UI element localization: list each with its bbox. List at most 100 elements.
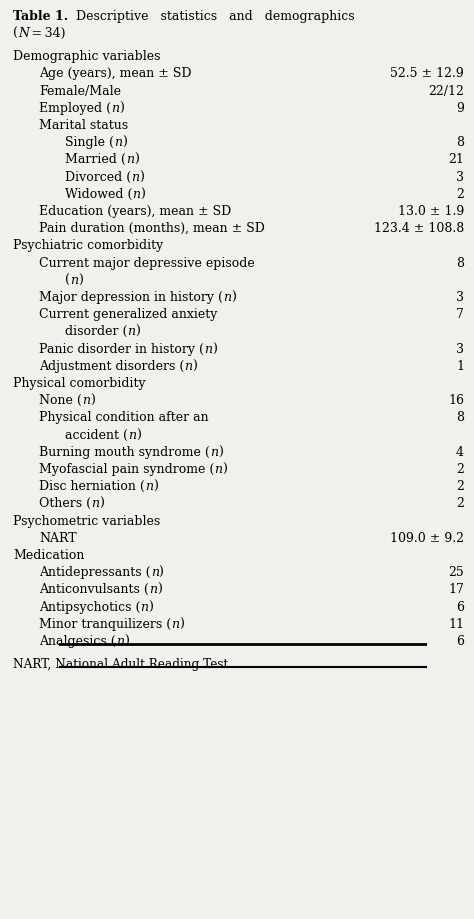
Text: Education (years), mean ± SD: Education (years), mean ± SD	[39, 205, 231, 218]
Text: = 34): = 34)	[29, 28, 65, 40]
Text: 1: 1	[456, 360, 464, 373]
Text: Marital status: Marital status	[39, 119, 128, 132]
Text: Analgesics (: Analgesics (	[39, 635, 116, 648]
Text: 8: 8	[456, 256, 464, 269]
Text: 6: 6	[456, 601, 464, 614]
Text: Age (years), mean ± SD: Age (years), mean ± SD	[39, 67, 191, 81]
Text: n: n	[91, 497, 99, 510]
Text: n: n	[151, 566, 159, 579]
Text: 123.4 ± 108.8: 123.4 ± 108.8	[374, 222, 464, 235]
Text: n: n	[223, 291, 231, 304]
Text: n: n	[70, 274, 78, 287]
Text: 22/12: 22/12	[428, 85, 464, 97]
Text: N: N	[18, 28, 29, 40]
Text: 13.0 ± 1.9: 13.0 ± 1.9	[398, 205, 464, 218]
Text: Burning mouth syndrome (: Burning mouth syndrome (	[39, 446, 210, 459]
Text: Adjustment disorders (: Adjustment disorders (	[39, 360, 184, 373]
Text: 109.0 ± 9.2: 109.0 ± 9.2	[390, 532, 464, 545]
Text: Current generalized anxiety: Current generalized anxiety	[39, 308, 218, 322]
Text: ): )	[212, 343, 217, 356]
Text: Psychiatric comorbidity: Psychiatric comorbidity	[13, 240, 163, 253]
Text: Pain duration (months), mean ± SD: Pain duration (months), mean ± SD	[39, 222, 265, 235]
Text: ): )	[90, 394, 95, 407]
Text: Medication: Medication	[13, 549, 84, 562]
Text: n: n	[82, 394, 90, 407]
Text: n: n	[131, 171, 139, 184]
Text: Antipsychotics (: Antipsychotics (	[39, 601, 140, 614]
Text: ): )	[148, 601, 154, 614]
Text: Current major depressive episode: Current major depressive episode	[39, 256, 255, 269]
Text: Antidepressants (: Antidepressants (	[39, 566, 151, 579]
Text: ): )	[139, 171, 144, 184]
Text: Demographic variables: Demographic variables	[13, 51, 161, 63]
Text: 6: 6	[456, 635, 464, 648]
Text: Anticonvulsants (: Anticonvulsants (	[39, 584, 149, 596]
Text: Psychometric variables: Psychometric variables	[13, 515, 160, 528]
Text: Disc herniation (: Disc herniation (	[39, 481, 145, 494]
Text: Married (: Married (	[65, 153, 126, 166]
Text: Physical comorbidity: Physical comorbidity	[13, 377, 146, 390]
Text: accident (: accident (	[65, 428, 128, 442]
Text: 3: 3	[456, 291, 464, 304]
Text: Panic disorder in history (: Panic disorder in history (	[39, 343, 204, 356]
Text: n: n	[184, 360, 192, 373]
Text: n: n	[145, 481, 153, 494]
Text: 3: 3	[456, 171, 464, 184]
Text: ): )	[136, 428, 141, 442]
Text: 8: 8	[456, 412, 464, 425]
Text: Table 1.: Table 1.	[13, 10, 68, 23]
Text: ): )	[122, 136, 127, 149]
Text: NART: NART	[39, 532, 77, 545]
Text: ): )	[218, 446, 223, 459]
Text: 2: 2	[456, 463, 464, 476]
Text: n: n	[171, 618, 179, 630]
Text: ): )	[231, 291, 236, 304]
Text: n: n	[140, 601, 148, 614]
Text: Others (: Others (	[39, 497, 91, 510]
Text: n: n	[204, 343, 212, 356]
Text: 21: 21	[448, 153, 464, 166]
Text: n: n	[149, 584, 157, 596]
Text: ): )	[119, 102, 124, 115]
Text: ): )	[157, 584, 162, 596]
Text: 16: 16	[448, 394, 464, 407]
Text: n: n	[128, 428, 136, 442]
Text: 11: 11	[448, 618, 464, 630]
Text: Myofascial pain syndrome (: Myofascial pain syndrome (	[39, 463, 214, 476]
Text: Major depression in history (: Major depression in history (	[39, 291, 223, 304]
Text: n: n	[133, 187, 140, 201]
Text: 2: 2	[456, 497, 464, 510]
Text: ): )	[78, 274, 83, 287]
Text: ): )	[159, 566, 164, 579]
Text: 9: 9	[456, 102, 464, 115]
Text: Widowed (: Widowed (	[65, 187, 133, 201]
Text: ): )	[99, 497, 104, 510]
Text: 52.5 ± 12.9: 52.5 ± 12.9	[390, 67, 464, 81]
Text: n: n	[116, 635, 124, 648]
Bar	[11, 7, 465, 667]
Text: Divorced (: Divorced (	[65, 171, 131, 184]
Text: ): )	[153, 481, 158, 494]
Text: 7: 7	[456, 308, 464, 322]
Text: n: n	[111, 102, 119, 115]
Text: ): )	[134, 153, 139, 166]
Text: ): )	[179, 618, 184, 630]
Text: disorder (: disorder (	[65, 325, 128, 338]
Text: 25: 25	[448, 566, 464, 579]
Text: ): )	[124, 635, 128, 648]
Text: None (: None (	[39, 394, 82, 407]
Text: 3: 3	[456, 343, 464, 356]
Text: Minor tranquilizers (: Minor tranquilizers (	[39, 618, 171, 630]
Text: n: n	[114, 136, 122, 149]
Text: NART, National Adult Reading Test.: NART, National Adult Reading Test.	[13, 658, 232, 671]
Text: ): )	[222, 463, 227, 476]
Text: Female/Male: Female/Male	[39, 85, 121, 97]
Text: 2: 2	[456, 481, 464, 494]
Text: n: n	[210, 446, 218, 459]
Text: Physical condition after an: Physical condition after an	[39, 412, 209, 425]
Text: 2: 2	[456, 187, 464, 201]
Text: n: n	[126, 153, 134, 166]
Text: Employed (: Employed (	[39, 102, 111, 115]
Text: ): )	[192, 360, 197, 373]
Text: 17: 17	[448, 584, 464, 596]
